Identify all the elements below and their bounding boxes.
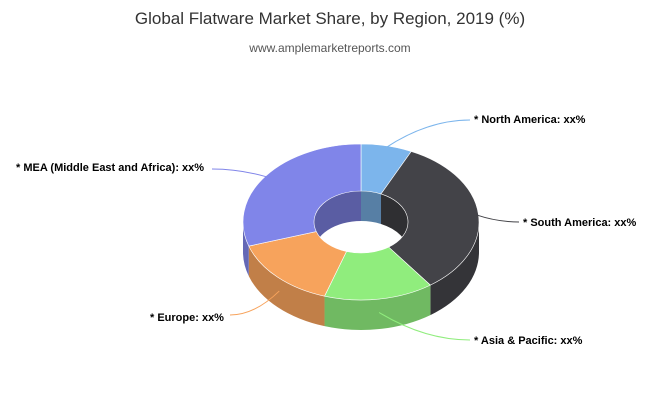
slice-south-america-xx: [380, 151, 480, 286]
outer-wall-mea-middle-east-and-africa-xx: [243, 222, 249, 277]
label-europe-xx: * Europe: xx%: [150, 312, 224, 324]
slice-mea-middle-east-and-africa-xx: [242, 143, 362, 247]
label-south-america-xx: * South America: xx%: [523, 217, 637, 229]
connector-europe-xx: [229, 290, 280, 316]
connector-mea-middle-east-and-africa-xx: [211, 168, 268, 178]
chart-subtitle: www.amplemarketreports.com: [248, 41, 410, 55]
label-asia-pacific-xx: * Asia & Pacific: xx%: [474, 335, 583, 347]
outer-wall-south-america-xx: [430, 222, 479, 316]
chart-title: Global Flatware Market Share, by Region,…: [135, 9, 525, 28]
donut-tops: [242, 143, 480, 301]
label-north-america-xx: * North America: xx%: [474, 114, 586, 126]
slice-labels: * North America: xx% * South America: xx%…: [16, 114, 637, 347]
slice-europe-xx: [248, 231, 347, 297]
label-connectors: [211, 119, 520, 341]
inner-wall-south-america-xx: [381, 193, 408, 252]
connector-south-america-xx: [475, 214, 520, 223]
donut-sides: [243, 191, 479, 330]
inner-wall-north-america-xx: [361, 191, 382, 224]
outer-wall-europe-xx: [248, 246, 325, 327]
inner-wall-mea-middle-east-and-africa-xx: [314, 191, 361, 252]
connector-asia-pacific-xx: [378, 312, 471, 341]
outer-wall-asia-pacific-xx: [324, 285, 431, 330]
label-mea-middle-east-and-africa-xx: * MEA (Middle East and Africa): xx%: [16, 162, 204, 174]
slice-asia-pacific-xx: [324, 246, 431, 301]
connector-north-america-xx: [385, 119, 471, 148]
